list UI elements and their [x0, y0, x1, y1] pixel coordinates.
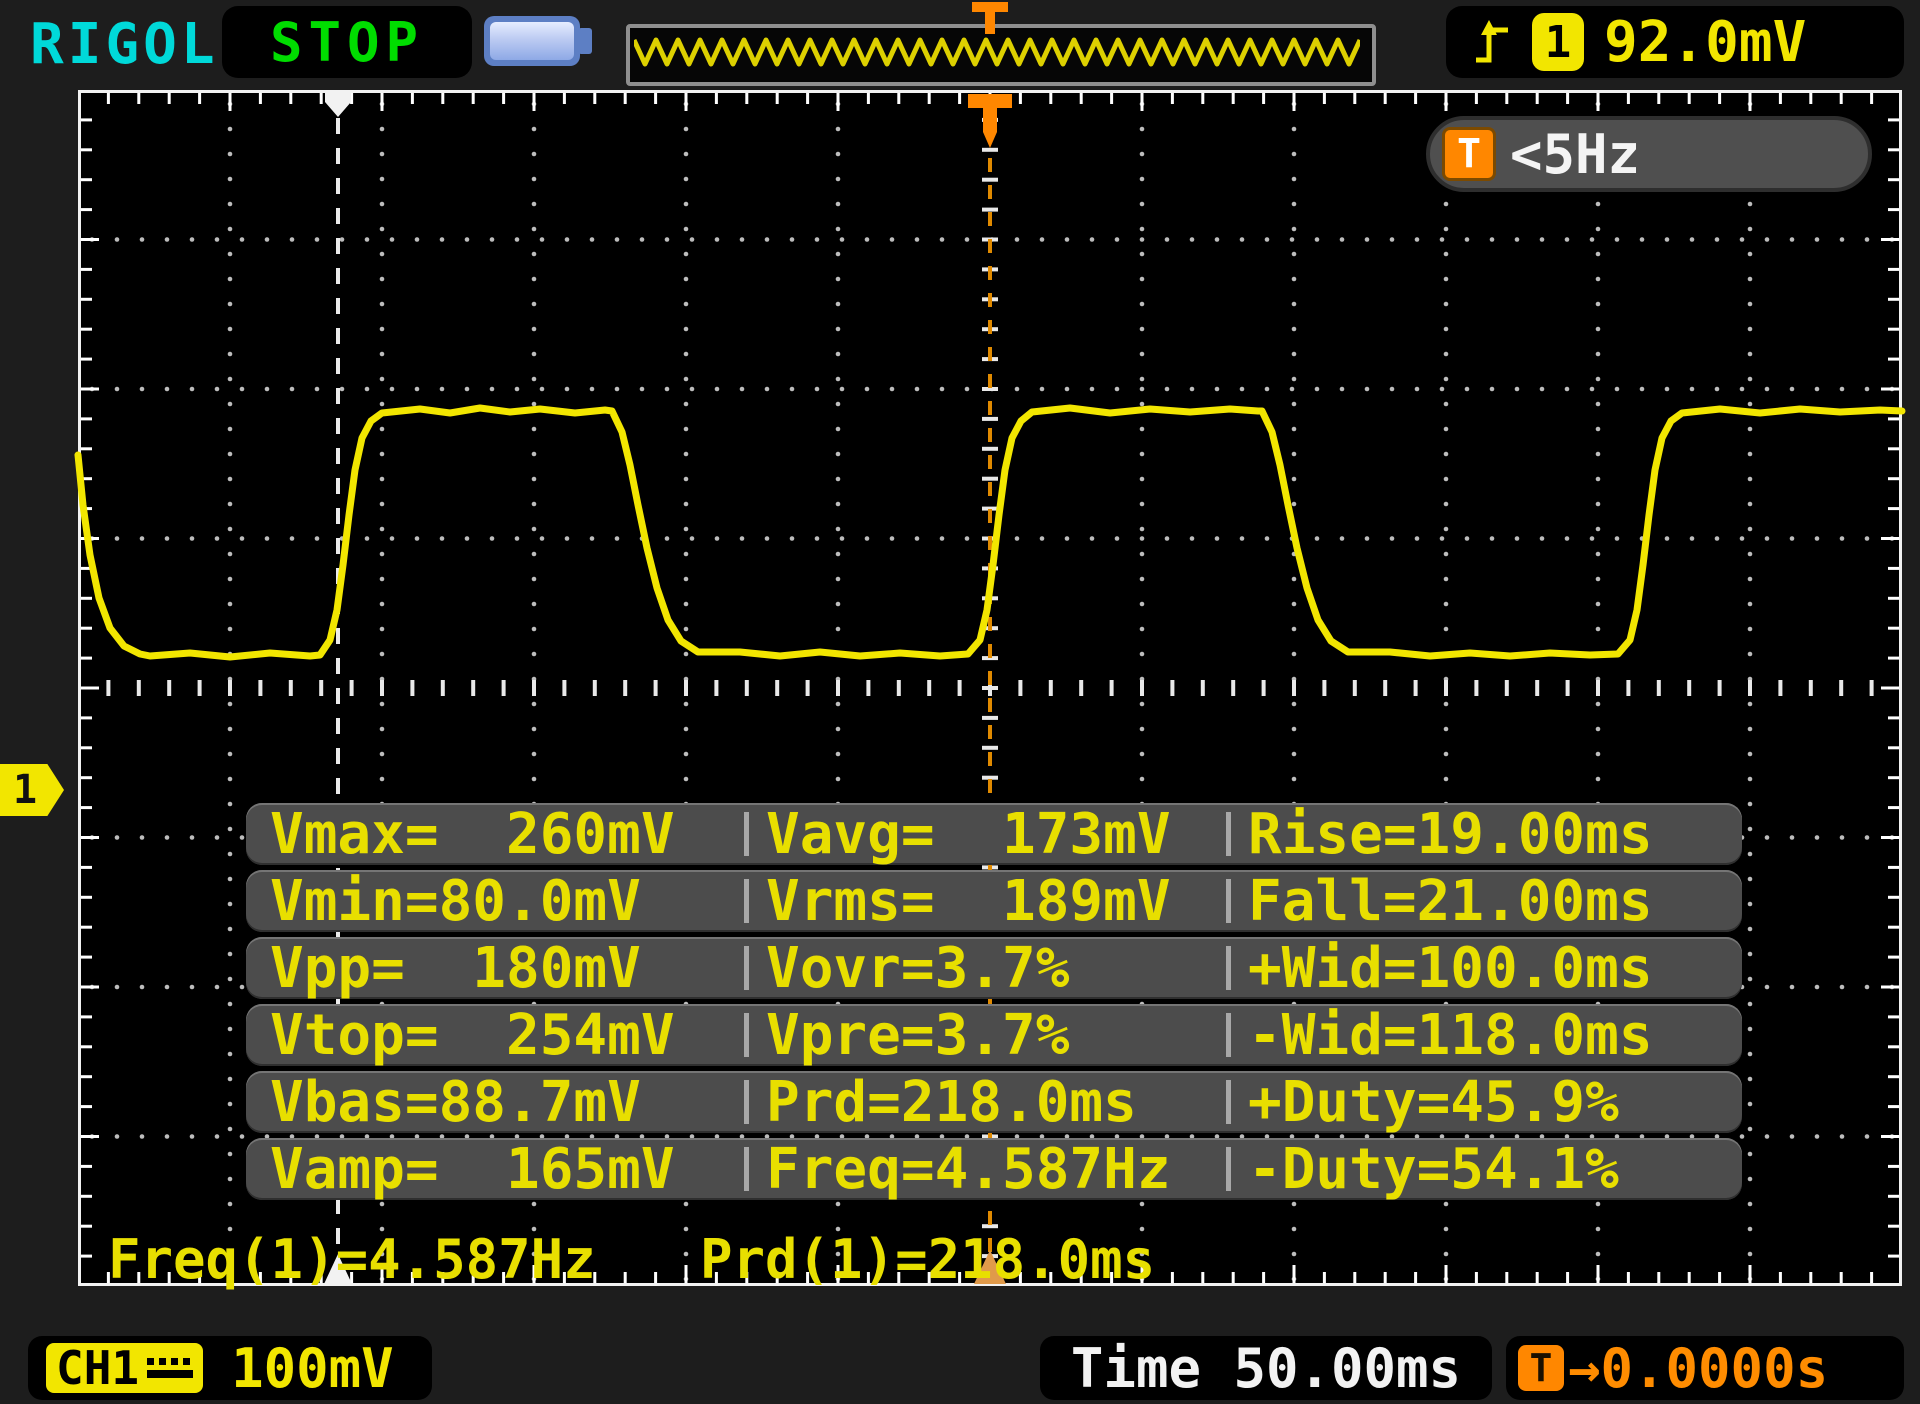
trigger-channel-badge: 1	[1532, 13, 1584, 71]
measurement-row: Vtop= 254mV Vpre=3.7% -Wid=118.0ms	[246, 1003, 1742, 1068]
white-marker-line	[336, 118, 340, 1254]
trigger-t-icon: T	[1442, 127, 1496, 181]
white-marker-bottom-icon	[324, 1254, 352, 1284]
column-divider	[1226, 879, 1231, 923]
acquisition-status: STOP	[222, 6, 472, 78]
trigger-readout-pill: 1 92.0mV	[1446, 6, 1904, 78]
measurement-row: Vbas=88.7mV Prd=218.0ms +Duty=45.9%	[246, 1070, 1742, 1135]
measurement-cell: Vpp= 180mV	[270, 936, 641, 1001]
column-divider	[744, 812, 749, 856]
measurement-cell: -Duty=54.1%	[1248, 1137, 1619, 1202]
white-marker-top-icon	[325, 92, 351, 117]
trigger-level-value: 92.0mV	[1604, 9, 1807, 75]
measurement-cell: Vamp= 165mV	[270, 1137, 675, 1202]
trigger-position-icon	[968, 94, 1012, 148]
measurement-cell: Vrms= 189mV	[766, 869, 1171, 934]
trigger-position-icon-topbar	[972, 2, 1008, 34]
trigger-position-bottom-icon	[974, 1250, 1006, 1284]
rising-edge-icon	[1476, 20, 1508, 63]
channel-settings-pill: CH1 100mV	[28, 1336, 432, 1400]
period-counter-readout: Prd(1)=218.0ms	[700, 1228, 1156, 1291]
vertical-scale-value: 100mV	[231, 1336, 394, 1400]
measurement-row: Vmax= 260mV Vavg= 173mV Rise=19.00ms	[246, 802, 1742, 867]
trigger-position-line	[988, 158, 992, 1254]
column-divider	[744, 1013, 749, 1057]
measurement-row: Vamp= 165mV Freq=4.587Hz -Duty=54.1%	[246, 1137, 1742, 1202]
coupling-bar	[147, 1370, 194, 1378]
trigger-offset-t-icon: T	[1518, 1345, 1564, 1391]
measurement-cell: Vovr=3.7%	[766, 936, 1070, 1001]
measurement-cell: Rise=19.00ms	[1248, 802, 1653, 867]
measurement-row: Vpp= 180mV Vovr=3.7% +Wid=100.0ms	[246, 936, 1742, 1001]
battery-icon	[484, 16, 592, 66]
measurement-cell: Vmax= 260mV	[270, 802, 675, 867]
measurement-cell: +Wid=100.0ms	[1248, 936, 1653, 1001]
trigger-freq-label: <5Hz	[1510, 122, 1641, 186]
battery-fill	[490, 22, 574, 60]
measurement-cell: Fall=21.00ms	[1248, 869, 1653, 934]
trigger-freq-badge: T <5Hz	[1426, 116, 1872, 192]
column-divider	[1226, 1147, 1231, 1191]
measurement-row: Vmin=80.0mV Vrms= 189mV Fall=21.00ms	[246, 869, 1742, 934]
column-divider	[744, 879, 749, 923]
coupling-dashes	[147, 1358, 194, 1365]
acquisition-status-label: STOP	[269, 10, 425, 74]
coupling-icon	[147, 1358, 194, 1378]
timebase-readout: Time 50.00ms	[1070, 1336, 1462, 1400]
column-divider	[744, 1080, 749, 1124]
measurement-cell: Vmin=80.0mV	[270, 869, 641, 934]
channel1-ground-marker: 1	[0, 764, 64, 816]
preview-waveform	[634, 37, 1360, 67]
column-divider	[1226, 1013, 1231, 1057]
rigol-logo: RIGOL	[30, 12, 219, 77]
measurement-cell: -Wid=118.0ms	[1248, 1003, 1653, 1068]
battery-nub	[578, 28, 592, 54]
measurement-cell: Vtop= 254mV	[270, 1003, 675, 1068]
measurement-cell: Vavg= 173mV	[766, 802, 1171, 867]
measurement-cell: +Duty=45.9%	[1248, 1070, 1619, 1135]
column-divider	[744, 946, 749, 990]
column-divider	[744, 1147, 749, 1191]
measurement-cell: Vbas=88.7mV	[270, 1070, 641, 1135]
trigger-offset-pill: T →0.0000s	[1506, 1336, 1904, 1400]
trigger-offset-readout: →0.0000s	[1568, 1336, 1829, 1400]
measurement-cell: Vpre=3.7%	[766, 1003, 1070, 1068]
ch1-label: CH1	[56, 1341, 140, 1395]
freq-counter-readout: Freq(1)=4.587Hz	[108, 1228, 596, 1291]
measurement-cell: Prd=218.0ms	[766, 1070, 1137, 1135]
column-divider	[1226, 1080, 1231, 1124]
column-divider	[1226, 946, 1231, 990]
column-divider	[1226, 812, 1231, 856]
measurement-cell: Freq=4.587Hz	[766, 1137, 1171, 1202]
timebase-pill: Time 50.00ms	[1040, 1336, 1492, 1400]
ch1-badge: CH1	[46, 1341, 204, 1395]
waveform-preview-strip	[626, 24, 1376, 86]
